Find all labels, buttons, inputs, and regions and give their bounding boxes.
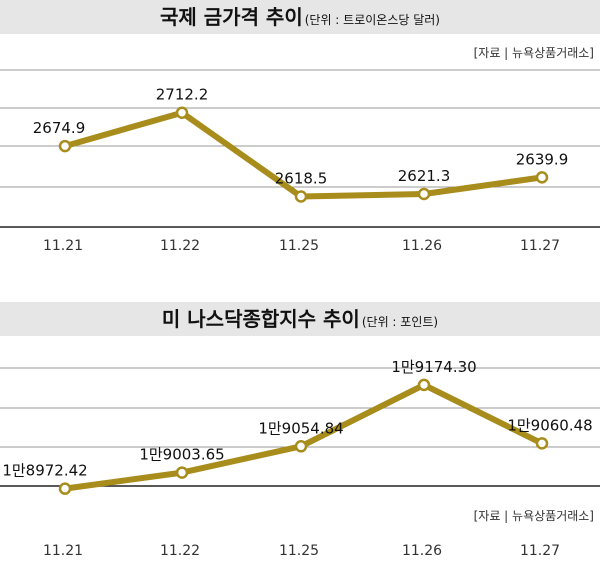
gold-title-band: 국제 금가격 추이 (단위 : 트로이온스당 달러) xyxy=(0,0,600,34)
gold-unit-note: (단위 : 트로이온스당 달러) xyxy=(304,13,440,27)
nasdaq-title-text: 미 나스닥종합지수 추이 xyxy=(161,307,360,331)
nasdaq-data-label: 1만9174.30 xyxy=(391,358,476,376)
nasdaq-point xyxy=(417,378,431,392)
nasdaq-point xyxy=(58,482,72,495)
gold-chart-title: 국제 금가격 추이 (단위 : 트로이온스당 달러) xyxy=(0,0,600,34)
nasdaq-data-label: 1만9054.84 xyxy=(258,419,343,437)
gold-data-label: 2712.2 xyxy=(156,86,209,104)
nasdaq-data-label: 1만8972.42 xyxy=(2,462,87,480)
gold-title-text: 국제 금가격 추이 xyxy=(160,5,303,29)
nasdaq-source: [자료 | 뉴욕상품거래소] xyxy=(473,509,594,523)
nasdaq-title-band: 미 나스닥종합지수 추이 (단위 : 포인트) xyxy=(0,302,600,336)
gold-x-tick-label: 11.26 xyxy=(402,238,442,254)
gold-point xyxy=(417,187,431,201)
gold-point xyxy=(535,171,549,184)
nasdaq-unit-note: (단위 : 포인트) xyxy=(361,315,439,329)
gold-source: [자료 | 뉴욕상품거래소] xyxy=(473,46,594,60)
gold-data-label: 2618.5 xyxy=(275,170,328,188)
nasdaq-chart-title: 미 나스닥종합지수 추이 (단위 : 포인트) xyxy=(0,302,600,336)
nasdaq-data-label: 1만9060.48 xyxy=(507,416,592,434)
gold-line-chart: 2674.9 2712.2 2618.5 2621.3 2639.9 11.21 11.22… xyxy=(0,69,600,254)
gold-x-tick-label: 11.25 xyxy=(279,238,319,254)
gold-data-label: 2621.3 xyxy=(398,167,451,185)
gold-x-tick-label: 11.21 xyxy=(43,238,83,254)
nasdaq-line-chart: 1만8972.42 1만9003.65 1만9054.84 1만9174.30 1만90… xyxy=(0,358,600,559)
gold-point xyxy=(294,190,308,203)
gold-x-tick-label: 11.27 xyxy=(520,238,560,254)
nasdaq-x-tick-label: 11.26 xyxy=(402,543,442,559)
gold-point xyxy=(175,106,189,119)
nasdaq-point xyxy=(294,440,308,453)
nasdaq-x-tick-label: 11.25 xyxy=(279,543,319,559)
gold-point xyxy=(58,139,72,153)
gold-data-label: 2674.9 xyxy=(33,119,86,137)
nasdaq-data-label: 1만9003.65 xyxy=(139,446,224,464)
nasdaq-point xyxy=(175,466,189,479)
nasdaq-x-tick-label: 11.21 xyxy=(43,543,83,559)
gold-x-tick-label: 11.22 xyxy=(160,238,200,254)
nasdaq-point xyxy=(535,437,549,450)
nasdaq-x-tick-label: 11.22 xyxy=(160,543,200,559)
nasdaq-x-tick-label: 11.27 xyxy=(520,543,560,559)
gold-data-label: 2639.9 xyxy=(516,150,569,168)
